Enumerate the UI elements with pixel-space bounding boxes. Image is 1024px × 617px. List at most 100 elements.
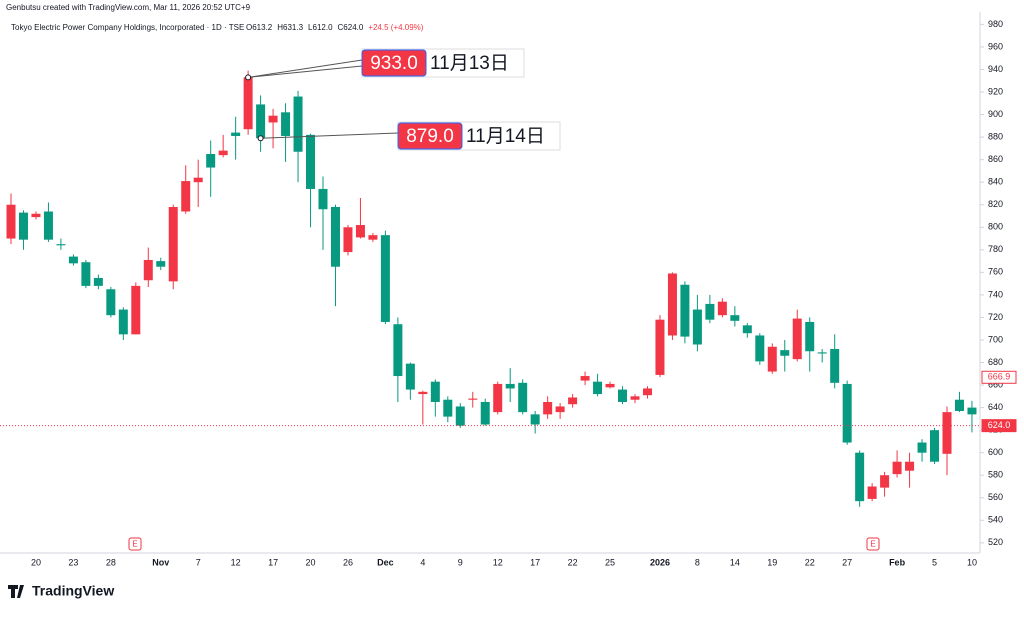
x-tick-label: 12 bbox=[231, 557, 241, 567]
annotation-anchor bbox=[257, 135, 264, 142]
y-tick-label: 640 bbox=[988, 402, 1003, 412]
candle-body bbox=[855, 452, 865, 502]
y-tick-label: 860 bbox=[988, 154, 1003, 164]
candle-body bbox=[930, 430, 940, 462]
annotation-value: 933.0 bbox=[370, 53, 418, 74]
brand-logo: TradingView bbox=[8, 583, 114, 599]
candle-body bbox=[530, 414, 540, 425]
candle-body bbox=[31, 213, 41, 218]
candle-body bbox=[181, 181, 191, 212]
candle-body bbox=[942, 412, 952, 454]
candle-body bbox=[268, 115, 278, 123]
symbol: Tokyo Electric Power Company Holdings, I… bbox=[11, 23, 244, 32]
price-badge-label: 666.9 bbox=[988, 372, 1011, 382]
candle-body bbox=[518, 382, 528, 413]
x-tick-label: 2026 bbox=[650, 557, 670, 567]
y-tick-label: 520 bbox=[988, 537, 1003, 547]
annotation-value-box bbox=[361, 49, 427, 77]
candle-body bbox=[43, 211, 53, 240]
candle-body bbox=[56, 244, 66, 246]
x-tick-label: 27 bbox=[842, 557, 852, 567]
event-label: E bbox=[870, 540, 875, 549]
ohlc-value: O613.2 bbox=[246, 23, 273, 32]
candle-body bbox=[817, 352, 827, 354]
price-badge: 666.9 bbox=[981, 370, 1017, 384]
y-tick-label: 760 bbox=[988, 267, 1003, 277]
x-tick-label: 14 bbox=[730, 557, 740, 567]
y-tick-label: 960 bbox=[988, 41, 1003, 51]
candle-body bbox=[917, 442, 927, 453]
y-tick-label: 680 bbox=[988, 357, 1003, 367]
candle-body bbox=[742, 325, 752, 334]
y-tick-label: 900 bbox=[988, 109, 1003, 119]
candle-body bbox=[156, 261, 166, 267]
candle-body bbox=[805, 321, 815, 352]
x-tick-label: Dec bbox=[377, 557, 394, 567]
annotation-value-box bbox=[397, 122, 463, 150]
x-tick-label: 17 bbox=[530, 557, 540, 567]
annotation-date: 11月14日 bbox=[466, 126, 545, 147]
x-tick-label: Nov bbox=[152, 557, 169, 567]
candle-body bbox=[880, 475, 890, 488]
x-tick-label: 10 bbox=[967, 557, 977, 567]
y-tick-label: 540 bbox=[988, 515, 1003, 525]
y-tick-label: 980 bbox=[988, 19, 1003, 29]
candle-body bbox=[355, 225, 365, 238]
y-tick-label: 720 bbox=[988, 312, 1003, 322]
candle-body bbox=[892, 461, 902, 475]
candle-body bbox=[642, 388, 652, 396]
candle-body bbox=[443, 399, 453, 417]
y-tick-label: 580 bbox=[988, 470, 1003, 480]
candle-body bbox=[605, 383, 615, 388]
ohlc-value: +24.5 (+4.09%) bbox=[368, 23, 423, 32]
candle-body bbox=[168, 206, 178, 282]
x-tick-label: 28 bbox=[106, 557, 116, 567]
x-tick-label: 23 bbox=[68, 557, 78, 567]
y-tick-label: 660 bbox=[988, 379, 1003, 389]
candle-body bbox=[555, 406, 565, 413]
candle-body bbox=[618, 389, 628, 402]
price-badge-box bbox=[981, 370, 1017, 384]
y-tick-label: 940 bbox=[988, 64, 1003, 74]
candle-body bbox=[68, 256, 78, 264]
candle-body bbox=[717, 301, 727, 316]
candle-body bbox=[830, 348, 840, 383]
candle-body bbox=[505, 383, 515, 389]
x-tick-label: 8 bbox=[695, 557, 700, 567]
candle-body bbox=[418, 391, 428, 395]
y-tick-label: 600 bbox=[988, 447, 1003, 457]
y-tick-label: 800 bbox=[988, 222, 1003, 232]
price-badge: 624.0 bbox=[981, 419, 1017, 433]
candle-body bbox=[368, 235, 378, 240]
candle-body bbox=[131, 285, 141, 335]
candle-body bbox=[905, 461, 915, 471]
candle-body bbox=[867, 486, 877, 499]
candle-body bbox=[306, 134, 316, 189]
candle-body bbox=[967, 407, 977, 415]
candle-body bbox=[630, 396, 640, 400]
candle-body bbox=[543, 401, 553, 415]
candle-body bbox=[493, 383, 503, 413]
y-tick-label: 560 bbox=[988, 492, 1003, 502]
y-tick-label: 740 bbox=[988, 289, 1003, 299]
candle-body bbox=[842, 383, 852, 443]
candle-body bbox=[143, 259, 153, 281]
annotation-leader bbox=[260, 132, 399, 139]
candle-body bbox=[730, 315, 740, 321]
x-tick-label: Feb bbox=[889, 557, 906, 567]
candle-body bbox=[231, 132, 241, 136]
candle-body bbox=[705, 303, 715, 320]
x-tick-label: 9 bbox=[458, 557, 463, 567]
annotation-value: 879.0 bbox=[406, 126, 454, 147]
candle-body bbox=[568, 397, 578, 405]
x-tick-label: 20 bbox=[306, 557, 316, 567]
candle-body bbox=[767, 346, 777, 372]
candle-body bbox=[6, 204, 16, 239]
candle-body bbox=[430, 381, 440, 402]
ohlc-value: L612.0 bbox=[308, 23, 333, 32]
earnings-marker: E bbox=[128, 537, 142, 551]
x-tick-label: 22 bbox=[568, 557, 578, 567]
candle-body bbox=[468, 398, 478, 400]
candle-body bbox=[118, 309, 128, 335]
